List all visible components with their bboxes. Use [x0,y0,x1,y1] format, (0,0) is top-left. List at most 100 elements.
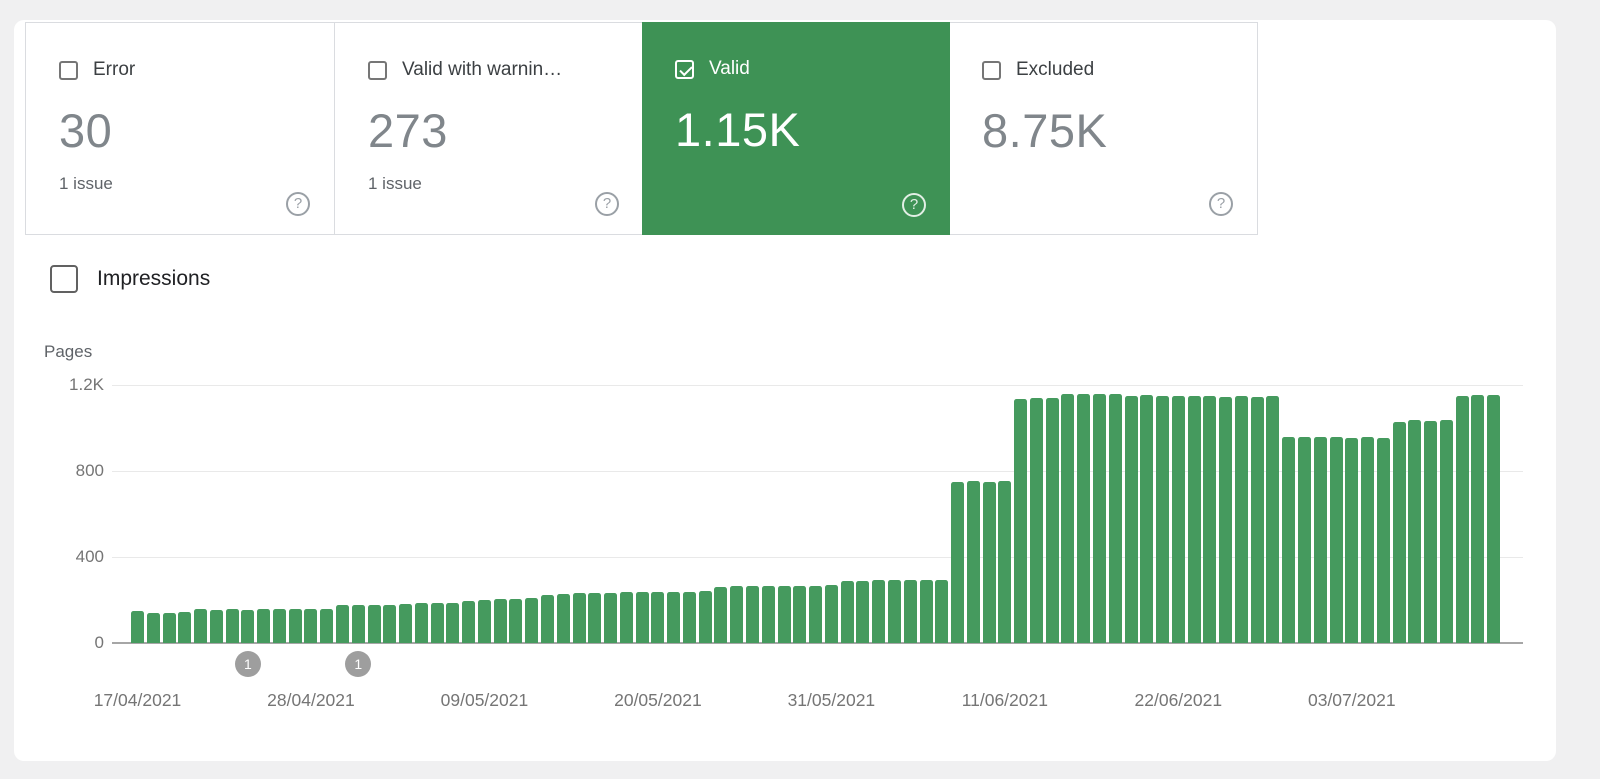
x-axis-tick-label: 22/06/2021 [1134,690,1223,710]
bar [998,481,1012,643]
x-axis-tick-label: 17/04/2021 [93,690,182,710]
bar [1297,437,1311,643]
status-card-error[interactable]: Error 30 1 issue ? [26,23,334,234]
bar [194,609,208,643]
bar [399,604,413,643]
bar [1092,394,1106,643]
bar [793,586,807,643]
status-card-excluded[interactable]: Excluded 8.75K ? [949,23,1257,234]
bar [903,580,917,643]
bar [935,580,949,643]
bar [635,592,649,643]
bar [509,599,523,643]
bar [1029,398,1043,643]
x-axis-tick-label: 03/07/2021 [1307,690,1396,710]
coverage-panel: Error 30 1 issue ? Valid with warnin… 27… [14,20,1556,761]
bar [698,591,712,643]
card-value: 8.75K [982,104,1108,157]
bar [288,609,302,643]
impressions-toggle[interactable]: Impressions [50,265,210,293]
valid-checkbox[interactable] [675,59,694,79]
bar [1439,420,1453,643]
valid-with-warnings-checkbox[interactable] [368,60,387,80]
bar [1045,398,1059,643]
status-card-valid[interactable]: Valid 1.15K ? [642,22,950,235]
status-cards-row: Error 30 1 issue ? Valid with warnin… 27… [25,22,1258,235]
impressions-label: Impressions [97,267,211,290]
bar [430,603,444,643]
bar [178,612,192,643]
bar [572,593,586,643]
bar [225,609,239,643]
excluded-checkbox[interactable] [982,60,1001,80]
bar [966,481,980,643]
bar [446,603,460,643]
card-value: 30 [59,104,113,157]
y-axis-tick-label: 800 [75,461,104,480]
bar [714,587,728,643]
card-label: Excluded [1016,59,1095,80]
card-label: Valid with warnin… [402,59,563,80]
bar [462,601,476,643]
card-value: 273 [368,104,448,157]
help-icon[interactable]: ? [595,192,619,216]
bar [241,610,255,643]
bar [209,610,223,643]
bar [872,580,886,643]
bar [556,594,570,643]
bar [588,593,602,643]
bar [1345,438,1359,643]
bar [414,603,428,643]
bar [667,592,681,643]
card-label: Error [93,59,136,80]
status-card-valid-with-warnings[interactable]: Valid with warnin… 273 1 issue ? [334,23,643,234]
bar [982,482,996,643]
bar [1014,399,1028,643]
bar [1266,396,1280,643]
bar [351,605,365,643]
bar [951,482,965,643]
bar [1156,396,1170,643]
bar [272,609,286,643]
impressions-checkbox[interactable] [50,265,78,293]
bar [1061,394,1075,643]
bar [1108,394,1122,643]
bar [1140,395,1154,643]
card-issues: 1 issue [368,174,422,193]
bar [840,581,854,643]
annotation-marker[interactable]: 1 [345,651,372,677]
error-checkbox[interactable] [59,60,78,80]
x-axis-tick-label: 31/05/2021 [787,690,876,710]
card-header: Valid with warnin… [368,59,643,81]
y-axis-tick-label: 400 [75,547,104,566]
bar [146,613,160,643]
bar [1187,396,1201,643]
card-header: Error [59,59,334,81]
help-icon[interactable]: ? [286,192,310,216]
bar [919,580,933,643]
bar [1282,437,1296,643]
bar [1361,437,1375,643]
bar [809,586,823,643]
bar [320,609,334,643]
help-icon[interactable]: ? [1209,192,1233,216]
x-axis-tick-label: 09/05/2021 [440,690,529,710]
bar [162,613,176,643]
annotation-marker[interactable]: 1 [234,651,261,677]
bar [1219,397,1233,643]
bar [541,595,555,643]
bar [604,593,618,643]
bar [1250,397,1264,643]
card-header: Excluded [982,59,1257,81]
help-icon[interactable]: ? [902,193,926,217]
bar [619,592,633,643]
bar [1171,396,1185,643]
bar [257,609,271,643]
bar [1455,396,1469,643]
bar [761,586,775,643]
bar [1313,437,1327,643]
x-axis-tick-label: 28/04/2021 [267,690,355,710]
bar [367,605,381,643]
x-axis-tick-label: 20/05/2021 [614,690,702,710]
x-axis-baseline [112,642,1523,644]
